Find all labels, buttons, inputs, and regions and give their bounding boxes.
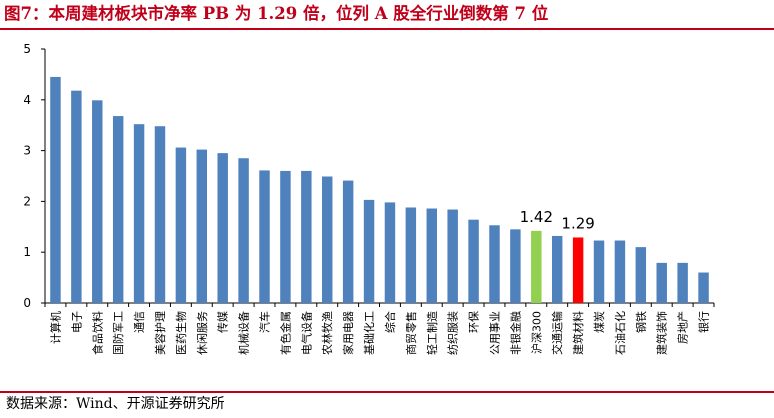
bar-环保 bbox=[468, 219, 479, 303]
bar-煤炭 bbox=[593, 240, 605, 303]
category-label: 美容护理 bbox=[153, 311, 167, 355]
bar-建筑装饰 bbox=[656, 262, 667, 303]
y-tick-labels: 0 1 2 3 4 5 bbox=[23, 42, 31, 310]
category-label: 环保 bbox=[467, 311, 481, 333]
bar-公用事业 bbox=[489, 225, 500, 303]
y-tick-label: 4 bbox=[23, 93, 31, 107]
category-label: 有色金属 bbox=[278, 311, 292, 355]
footer-divider bbox=[0, 391, 774, 393]
title-divider bbox=[0, 28, 774, 30]
category-label: 建筑材料 bbox=[571, 311, 585, 355]
category-label: 休闲服务 bbox=[195, 311, 209, 355]
category-label: 基础化工 bbox=[362, 311, 376, 355]
category-label: 家用电器 bbox=[341, 311, 355, 355]
y-tick-label: 2 bbox=[23, 194, 31, 208]
category-label: 石油石化 bbox=[613, 311, 627, 355]
bar-传媒 bbox=[217, 153, 228, 303]
source-note: 数据来源：Wind、开源证券研究所 bbox=[6, 396, 225, 412]
category-label: 农林牧渔 bbox=[320, 311, 334, 355]
y-tick-label: 1 bbox=[23, 245, 31, 259]
category-labels: 计算机 电子 食品饮料 国防军工 通信 美容护理 医药生物 休闲服务 传媒 机械设备 汽车 有色金属电… bbox=[48, 311, 710, 355]
data-labels: 1.42 1.29 bbox=[520, 208, 595, 233]
category-label: 沪深300 bbox=[529, 311, 543, 354]
category-label: 电子 bbox=[70, 311, 83, 333]
data-label-建筑材料: 1.29 bbox=[561, 214, 594, 232]
category-label: 公用事业 bbox=[488, 311, 501, 355]
category-label: 纺织服装 bbox=[446, 311, 460, 355]
bar-非银金融 bbox=[510, 229, 521, 303]
chart-bars bbox=[50, 76, 709, 304]
figure-title: 图7：本周建材板块市净率 PB 为 1.29 倍，位列 A 股全行业倒数第 7 … bbox=[4, 4, 549, 23]
category-label: 非银金融 bbox=[508, 311, 522, 355]
category-label: 计算机 bbox=[48, 311, 62, 344]
category-label: 机械设备 bbox=[237, 311, 251, 355]
bar-钢铁 bbox=[635, 247, 647, 303]
bar-汽车 bbox=[259, 170, 270, 303]
bar-国防军工 bbox=[112, 116, 124, 303]
y-tick-label: 0 bbox=[23, 296, 31, 310]
bar-计算机 bbox=[50, 76, 61, 303]
category-label: 汽车 bbox=[258, 311, 272, 333]
category-label: 轻工制造 bbox=[425, 311, 439, 355]
category-label: 商贸零售 bbox=[404, 311, 418, 355]
bar-美容护理 bbox=[154, 126, 166, 303]
category-label: 银行 bbox=[697, 311, 711, 333]
category-label: 国防军工 bbox=[111, 311, 125, 355]
category-label: 煤炭 bbox=[593, 311, 606, 333]
category-label: 通信 bbox=[133, 311, 146, 333]
bar-有色金属 bbox=[280, 170, 291, 303]
category-label: 建筑装饰 bbox=[655, 311, 669, 355]
bar-交通运输 bbox=[551, 235, 563, 303]
bar-休闲服务 bbox=[196, 149, 208, 303]
category-label: 医药生物 bbox=[174, 311, 188, 355]
category-label: 传媒 bbox=[217, 311, 230, 333]
bar-房地产 bbox=[677, 262, 688, 303]
bar-沪深300 bbox=[531, 230, 542, 303]
bar-轻工制造 bbox=[426, 208, 437, 303]
bar-纺织服装 bbox=[447, 209, 458, 303]
bar-石油石化 bbox=[614, 240, 626, 303]
category-label: 钢铁 bbox=[635, 311, 648, 333]
bar-商贸零售 bbox=[405, 207, 417, 303]
bar-农林牧渔 bbox=[322, 176, 333, 303]
bar-电子 bbox=[71, 90, 82, 303]
bar-电气设备 bbox=[301, 170, 312, 303]
y-tick-label: 3 bbox=[23, 144, 31, 158]
data-label-沪深300: 1.42 bbox=[520, 208, 553, 226]
y-tick-label: 5 bbox=[23, 42, 31, 56]
bar-综合 bbox=[384, 202, 396, 303]
bar-通信 bbox=[133, 124, 145, 304]
bar-机械设备 bbox=[238, 158, 249, 303]
category-label: 电气设备 bbox=[299, 311, 313, 355]
bar-食品饮料 bbox=[92, 100, 103, 303]
category-label: 交通运输 bbox=[550, 311, 564, 355]
bar-医药生物 bbox=[175, 147, 187, 303]
category-label: 综合 bbox=[383, 311, 397, 333]
pb-bar-chart: 计算机 电子 食品饮料 国防军工 通信 美容护理 医药生物 休闲服务 传媒 机械设备 汽车 有色金属电… bbox=[23, 42, 715, 355]
bar-银行 bbox=[698, 272, 709, 303]
category-label: 食品饮料 bbox=[90, 311, 104, 355]
category-label: 房地产 bbox=[676, 311, 690, 344]
bar-基础化工 bbox=[363, 199, 375, 303]
bar-家用电器 bbox=[342, 180, 354, 303]
bar-建筑材料 bbox=[572, 237, 584, 303]
